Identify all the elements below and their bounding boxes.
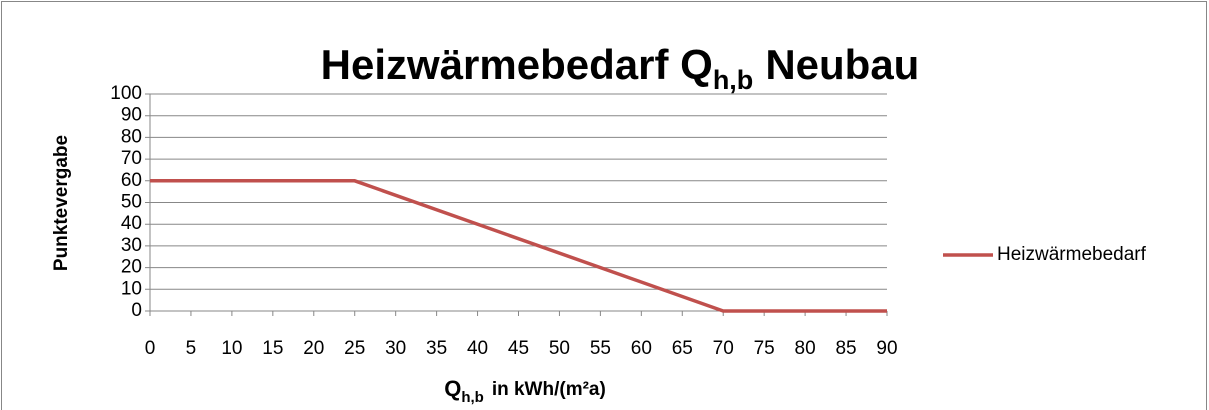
y-tick-label: 90 bbox=[121, 105, 142, 126]
x-tick-label: 75 bbox=[754, 338, 775, 359]
x-label-main: Q bbox=[444, 376, 461, 401]
x-label-suffix: in kWh/(m²a) bbox=[492, 379, 606, 400]
y-tick-label: 60 bbox=[121, 170, 142, 191]
y-tick-label: 80 bbox=[121, 126, 142, 147]
title-subscript: h,b bbox=[713, 65, 754, 95]
x-tick-label: 50 bbox=[549, 338, 570, 359]
legend-label: Heizwärmebedarf bbox=[997, 244, 1147, 265]
title-suffix: Neubau bbox=[765, 41, 919, 88]
x-tick-label: 90 bbox=[876, 338, 897, 359]
x-tick-label: 5 bbox=[186, 338, 197, 359]
x-tick-label: 80 bbox=[795, 338, 816, 359]
data-line bbox=[150, 179, 887, 313]
x-label-subscript: h,b bbox=[461, 389, 484, 406]
y-tick-label: 70 bbox=[121, 148, 142, 169]
x-tick-label: 65 bbox=[672, 338, 693, 359]
x-tick-label: 35 bbox=[426, 338, 447, 359]
x-tick-label: 85 bbox=[835, 338, 856, 359]
y-tick-label: 30 bbox=[121, 235, 142, 256]
y-tick-label: 50 bbox=[121, 192, 142, 213]
x-tick-label: 10 bbox=[221, 338, 242, 359]
x-tick-label: 60 bbox=[631, 338, 652, 359]
y-tick-label: 40 bbox=[121, 213, 142, 234]
title-main: Heizwärmebedarf Q bbox=[321, 41, 713, 88]
x-tick-label: 15 bbox=[262, 338, 283, 359]
x-tick-label: 70 bbox=[713, 338, 734, 359]
x-tick-label: 25 bbox=[344, 338, 365, 359]
x-tick-label: 30 bbox=[385, 338, 406, 359]
x-axis-label: Qh,b in kWh/(m²a) bbox=[444, 376, 606, 406]
y-axis-label: Punktevergabe bbox=[51, 135, 72, 271]
x-tick-label: 55 bbox=[590, 338, 611, 359]
chart-title: Heizwärmebedarf Qh,b Neubau bbox=[321, 41, 920, 95]
x-tick-label: 40 bbox=[467, 338, 488, 359]
y-tick-label: 20 bbox=[121, 257, 142, 278]
y-tick-label: 100 bbox=[110, 83, 142, 104]
y-tick-label: 10 bbox=[121, 278, 142, 299]
x-tick-label: 20 bbox=[303, 338, 324, 359]
y-tick-label: 0 bbox=[131, 300, 142, 321]
x-tick-label: 45 bbox=[508, 338, 529, 359]
x-tick-label: 0 bbox=[145, 338, 156, 359]
